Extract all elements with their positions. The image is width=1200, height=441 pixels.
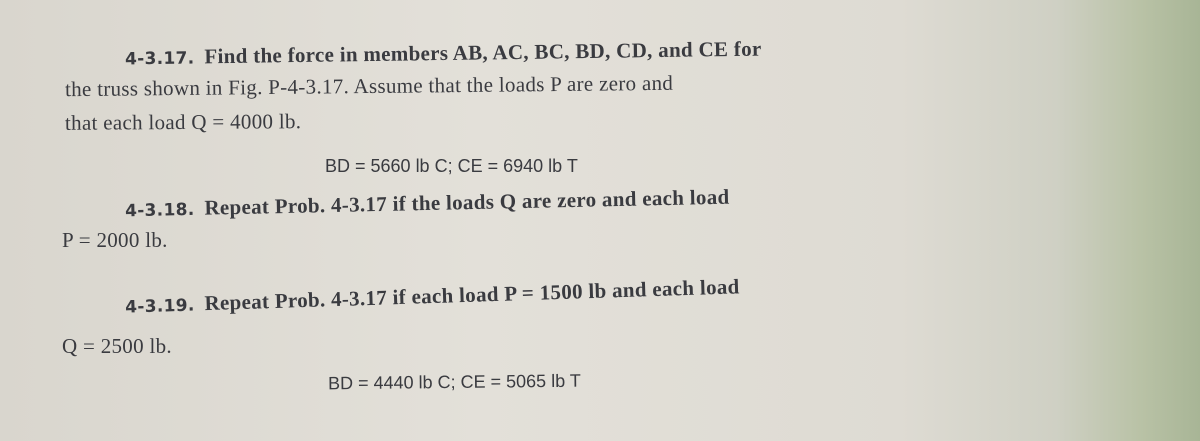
- answer: BD = 4440 lb C; CE = 5065 lb T: [327, 370, 581, 394]
- problem-line: 4-3.18. Repeat Prob. 4-3.17 if the loads …: [125, 185, 730, 223]
- problem-text: Repeat Prob. 4-3.17 if each load P = 150…: [204, 274, 740, 316]
- problem-number: 4-3.17.: [124, 48, 195, 70]
- problem-line: 4-3.19. Repeat Prob. 4-3.17 if each load …: [125, 274, 740, 318]
- problem-text: Q = 2500 lb.: [62, 334, 172, 358]
- problem-line: 4-3.17. Find the force in members AB, AC,…: [125, 37, 762, 71]
- problem-text: Repeat Prob. 4-3.17 if the loads Q are z…: [204, 184, 730, 220]
- problem-text: P = 2000 lb.: [62, 228, 168, 252]
- problem-number: 4-3.18.: [124, 199, 195, 222]
- problem-text: that each load Q = 4000 lb.: [64, 109, 302, 135]
- problem-text: the truss shown in Fig. P-4-3.17. Assume…: [64, 70, 674, 102]
- problem-text: Find the force in members AB, AC, BC, BD…: [204, 36, 762, 69]
- answer: BD = 5660 lb C; CE = 6940 lb T: [325, 156, 578, 176]
- problem-number: 4-3.19.: [124, 295, 195, 318]
